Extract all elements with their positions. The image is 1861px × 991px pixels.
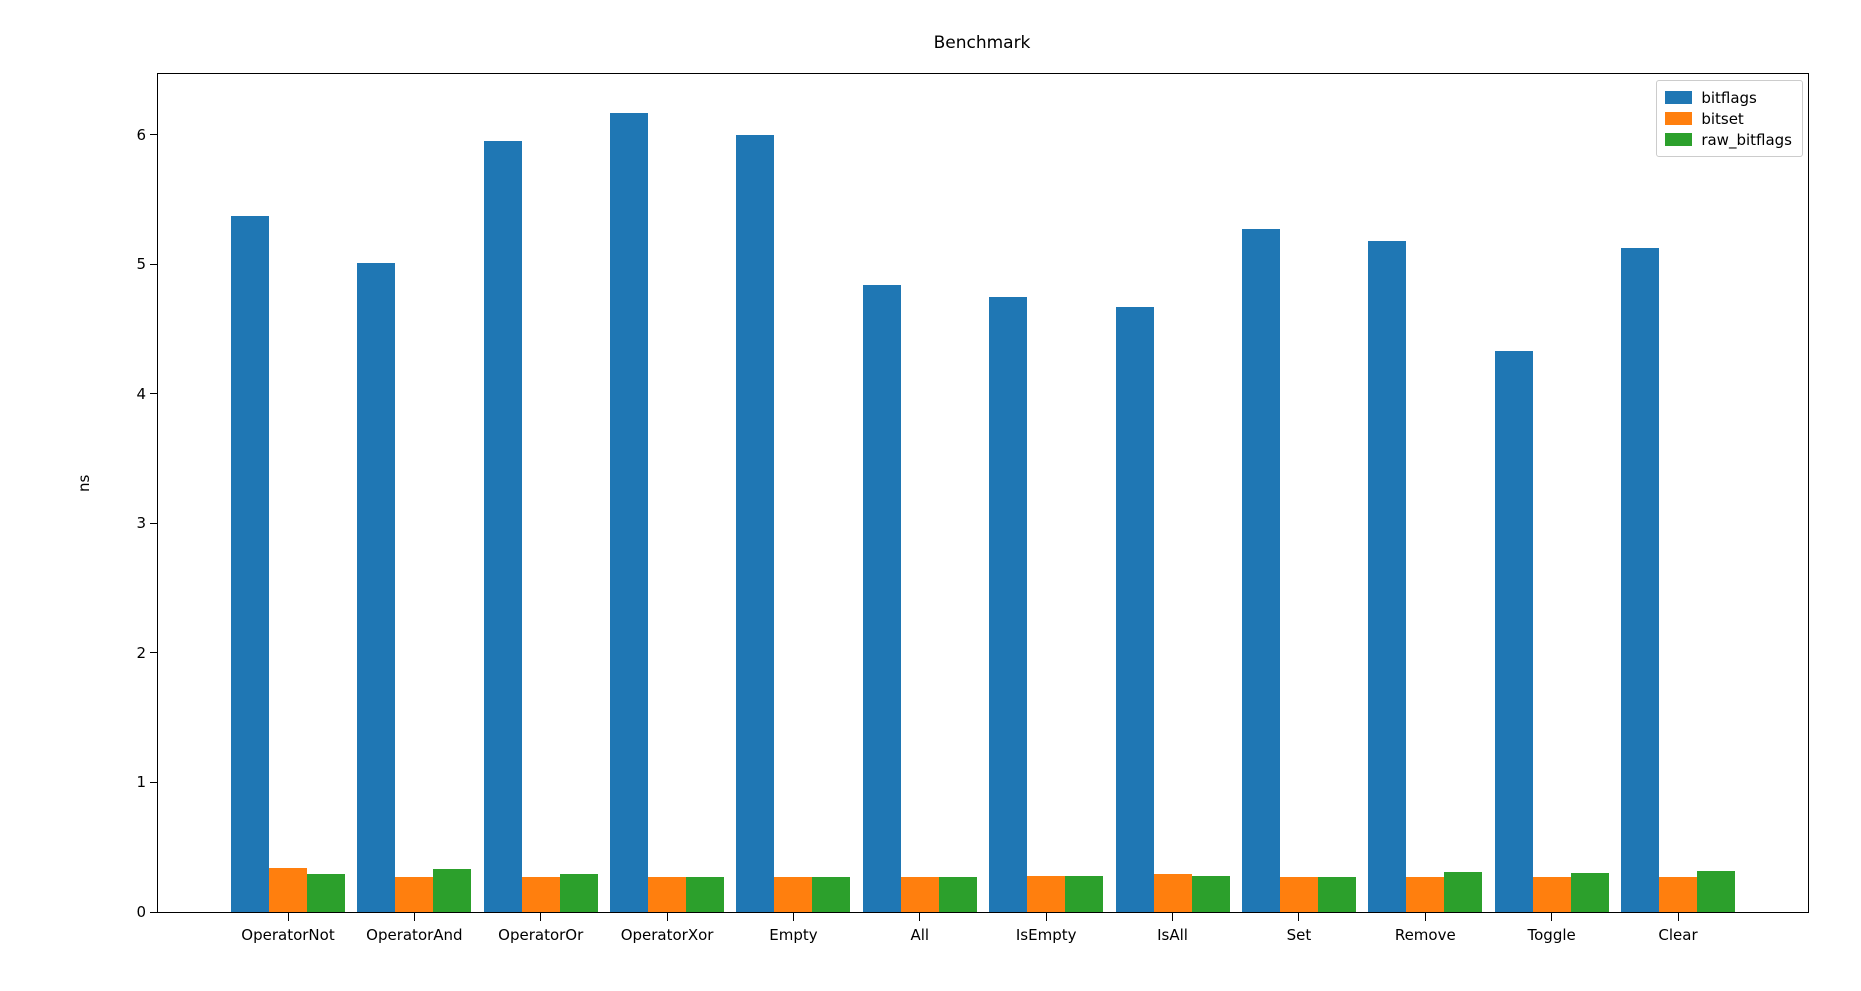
legend-label-bitflags: bitflags [1701, 88, 1757, 107]
y-axis-tick [150, 652, 158, 654]
bar-bitset-isall [1153, 874, 1192, 912]
legend-label-raw_bitflags: raw_bitflags [1701, 130, 1792, 149]
bar-raw_bitflags-empty [812, 877, 851, 912]
bar-bitset-all [900, 877, 939, 912]
bar-raw_bitflags-clear [1697, 870, 1735, 912]
y-tick-label: 0 [136, 903, 146, 921]
x-axis-tick [287, 913, 289, 921]
x-tick-label-operatoror: OperatorOr [498, 926, 584, 944]
legend-entry-bitset: bitset [1665, 108, 1792, 129]
y-axis-tick [150, 134, 158, 136]
bar-raw_bitflags-toggle [1570, 873, 1609, 912]
x-tick-label-operatorxor: OperatorXor [620, 926, 714, 944]
bar-bitset-toggle [1532, 877, 1571, 912]
bar-bitflags-operatorand [357, 263, 396, 912]
bar-bitset-operatornot [269, 867, 307, 912]
x-axis-tick [1551, 913, 1553, 921]
legend-swatch-raw_bitflags [1665, 133, 1693, 146]
x-axis-tick [1424, 913, 1426, 921]
plot-area: 0 1 2 3 4 5 6 OperatorNot OperatorAnd OperatorOr O… [136, 73, 1809, 944]
x-tick-label-toggle: Toggle [1527, 926, 1576, 944]
bar-raw_bitflags-remove [1444, 871, 1483, 912]
bar-bitset-remove [1406, 877, 1445, 912]
bar-bitflags-operatorxor [610, 112, 649, 912]
x-tick-label-isempty: IsEmpty [1015, 926, 1077, 944]
y-axis-tick [150, 522, 158, 524]
x-tick-label-set: Set [1286, 926, 1312, 944]
bar-raw_bitflags-operatorxor [686, 877, 725, 912]
y-axis-label: ns [75, 474, 93, 492]
x-axis-tick [919, 913, 921, 921]
legend: bitflags bitset raw_bitflags [1656, 80, 1803, 157]
y-tick-label: 5 [136, 255, 146, 274]
bar-raw_bitflags-operatorand [433, 869, 472, 912]
x-axis-tick [413, 913, 415, 921]
x-tick-label-empty: Empty [769, 926, 818, 944]
x-axis-tick [792, 913, 794, 921]
bar-raw_bitflags-operatoror [559, 874, 598, 912]
x-axis-tick [666, 913, 668, 921]
bar-bitflags-operatoror [483, 141, 522, 912]
bar-bitset-empty [774, 877, 813, 912]
bar-bitflags-isempty [989, 296, 1028, 912]
x-tick-label-remove: Remove [1394, 926, 1456, 944]
chart-title: Benchmark [933, 33, 1031, 53]
y-tick-label: 1 [136, 773, 146, 792]
x-axis-tick [1172, 913, 1174, 921]
bar-bitflags-isall [1115, 307, 1154, 912]
bar-raw_bitflags-all [938, 877, 977, 912]
bar-bitflags-all [862, 285, 901, 912]
y-tick-label: 4 [136, 384, 146, 403]
bar-bitflags-operatornot [231, 216, 269, 912]
x-axis-tick [1677, 913, 1679, 921]
x-axis-tick [1298, 913, 1300, 921]
bar-bitflags-remove [1368, 241, 1407, 912]
bar-bitset-set [1279, 877, 1318, 912]
y-tick-label: 2 [136, 643, 146, 662]
y-axis-tick [150, 263, 158, 265]
bar-bitset-operatorand [395, 877, 434, 912]
legend-entry-bitflags: bitflags [1665, 87, 1792, 108]
bar-raw_bitflags-operatornot [307, 874, 345, 912]
bar-raw_bitflags-isempty [1065, 875, 1104, 912]
x-tick-label-operatornot: OperatorNot [241, 926, 335, 944]
y-axis-tick [150, 393, 158, 395]
bar-raw_bitflags-isall [1191, 875, 1230, 912]
x-axis-tick [1045, 913, 1047, 921]
bar-bitflags-set [1241, 229, 1280, 912]
y-tick-label: 6 [136, 125, 146, 144]
y-axis-tick [150, 911, 158, 913]
bar-raw_bitflags-set [1317, 877, 1356, 912]
legend-swatch-bitset [1665, 112, 1693, 125]
x-tick-label-operatorand: OperatorAnd [366, 926, 463, 944]
bar-bitflags-empty [736, 134, 775, 912]
legend-entry-raw_bitflags: raw_bitflags [1665, 129, 1792, 150]
legend-label-bitset: bitset [1701, 109, 1744, 128]
legend-swatch-bitflags [1665, 91, 1693, 104]
bar-bitset-isempty [1027, 875, 1066, 912]
y-axis-tick [150, 781, 158, 783]
bar-bitset-operatoror [521, 877, 560, 912]
bar-bitflags-toggle [1494, 351, 1533, 912]
x-tick-label-all: All [910, 926, 930, 944]
x-tick-label-isall: IsAll [1157, 926, 1188, 944]
bar-bitflags-clear [1621, 247, 1659, 912]
x-axis-tick [540, 913, 542, 921]
bar-bitset-clear [1659, 877, 1697, 912]
y-tick-label: 3 [136, 514, 146, 533]
x-tick-label-clear: Clear [1658, 926, 1698, 944]
bar-bitset-operatorxor [648, 877, 687, 912]
